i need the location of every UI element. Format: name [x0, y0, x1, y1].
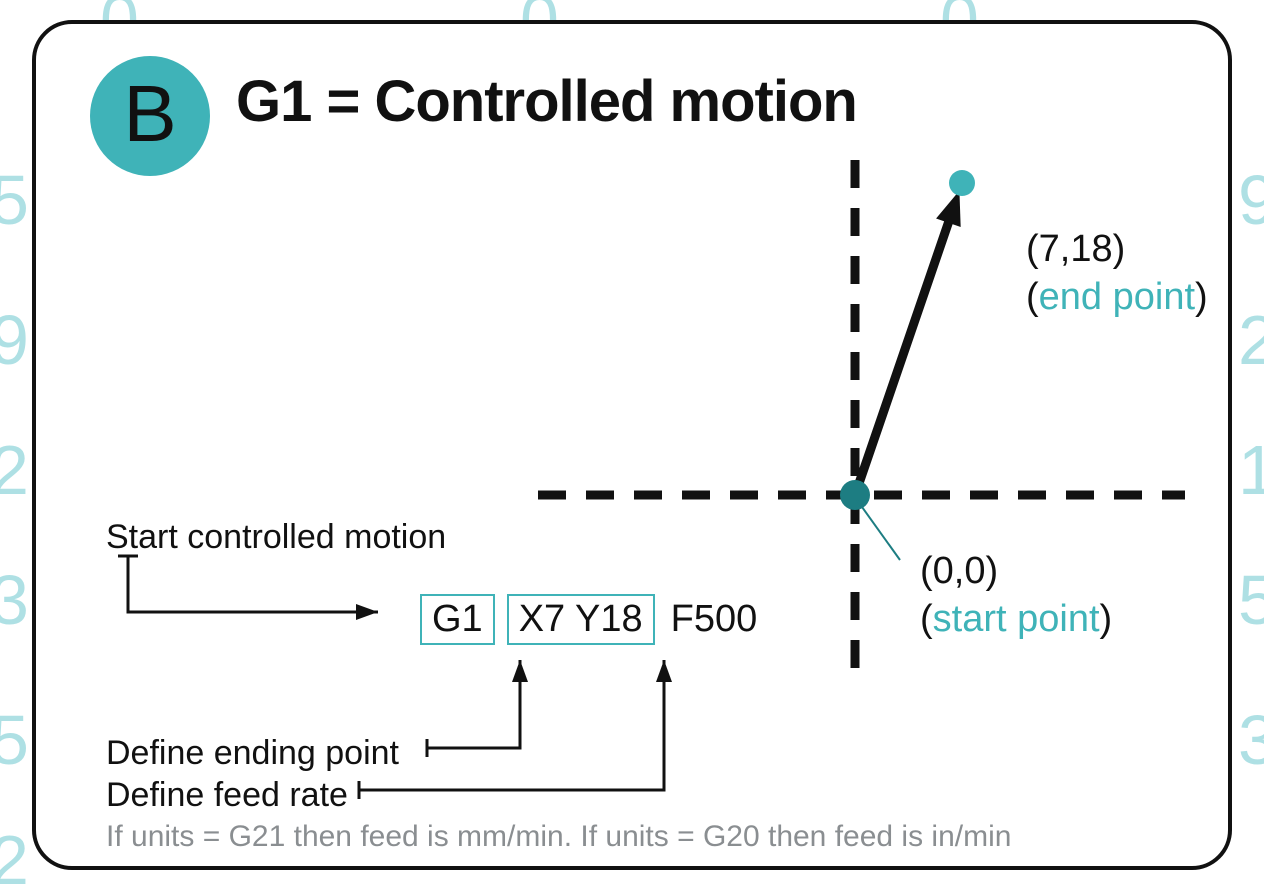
- gcode-line: G1 X7 Y18 F500: [420, 594, 761, 645]
- section-badge: B: [90, 56, 210, 176]
- start-point-label: (0,0) (start point): [920, 548, 1112, 643]
- code-feed: F500: [667, 596, 762, 643]
- footnote-units: If units = G21 then feed is mm/min. If u…: [106, 820, 1011, 854]
- info-card: B G1 = Controlled motion Start controlle…: [32, 20, 1232, 870]
- code-command-box: G1: [420, 594, 495, 645]
- card-title: G1 = Controlled motion: [236, 68, 857, 135]
- section-badge-letter: B: [123, 74, 176, 154]
- end-point-label: (7,18) (end point): [1026, 226, 1208, 321]
- label-define-end: Define ending point: [106, 734, 399, 773]
- label-start-motion: Start controlled motion: [106, 518, 446, 557]
- code-coords-box: X7 Y18: [507, 594, 655, 645]
- label-define-feed: Define feed rate: [106, 776, 348, 815]
